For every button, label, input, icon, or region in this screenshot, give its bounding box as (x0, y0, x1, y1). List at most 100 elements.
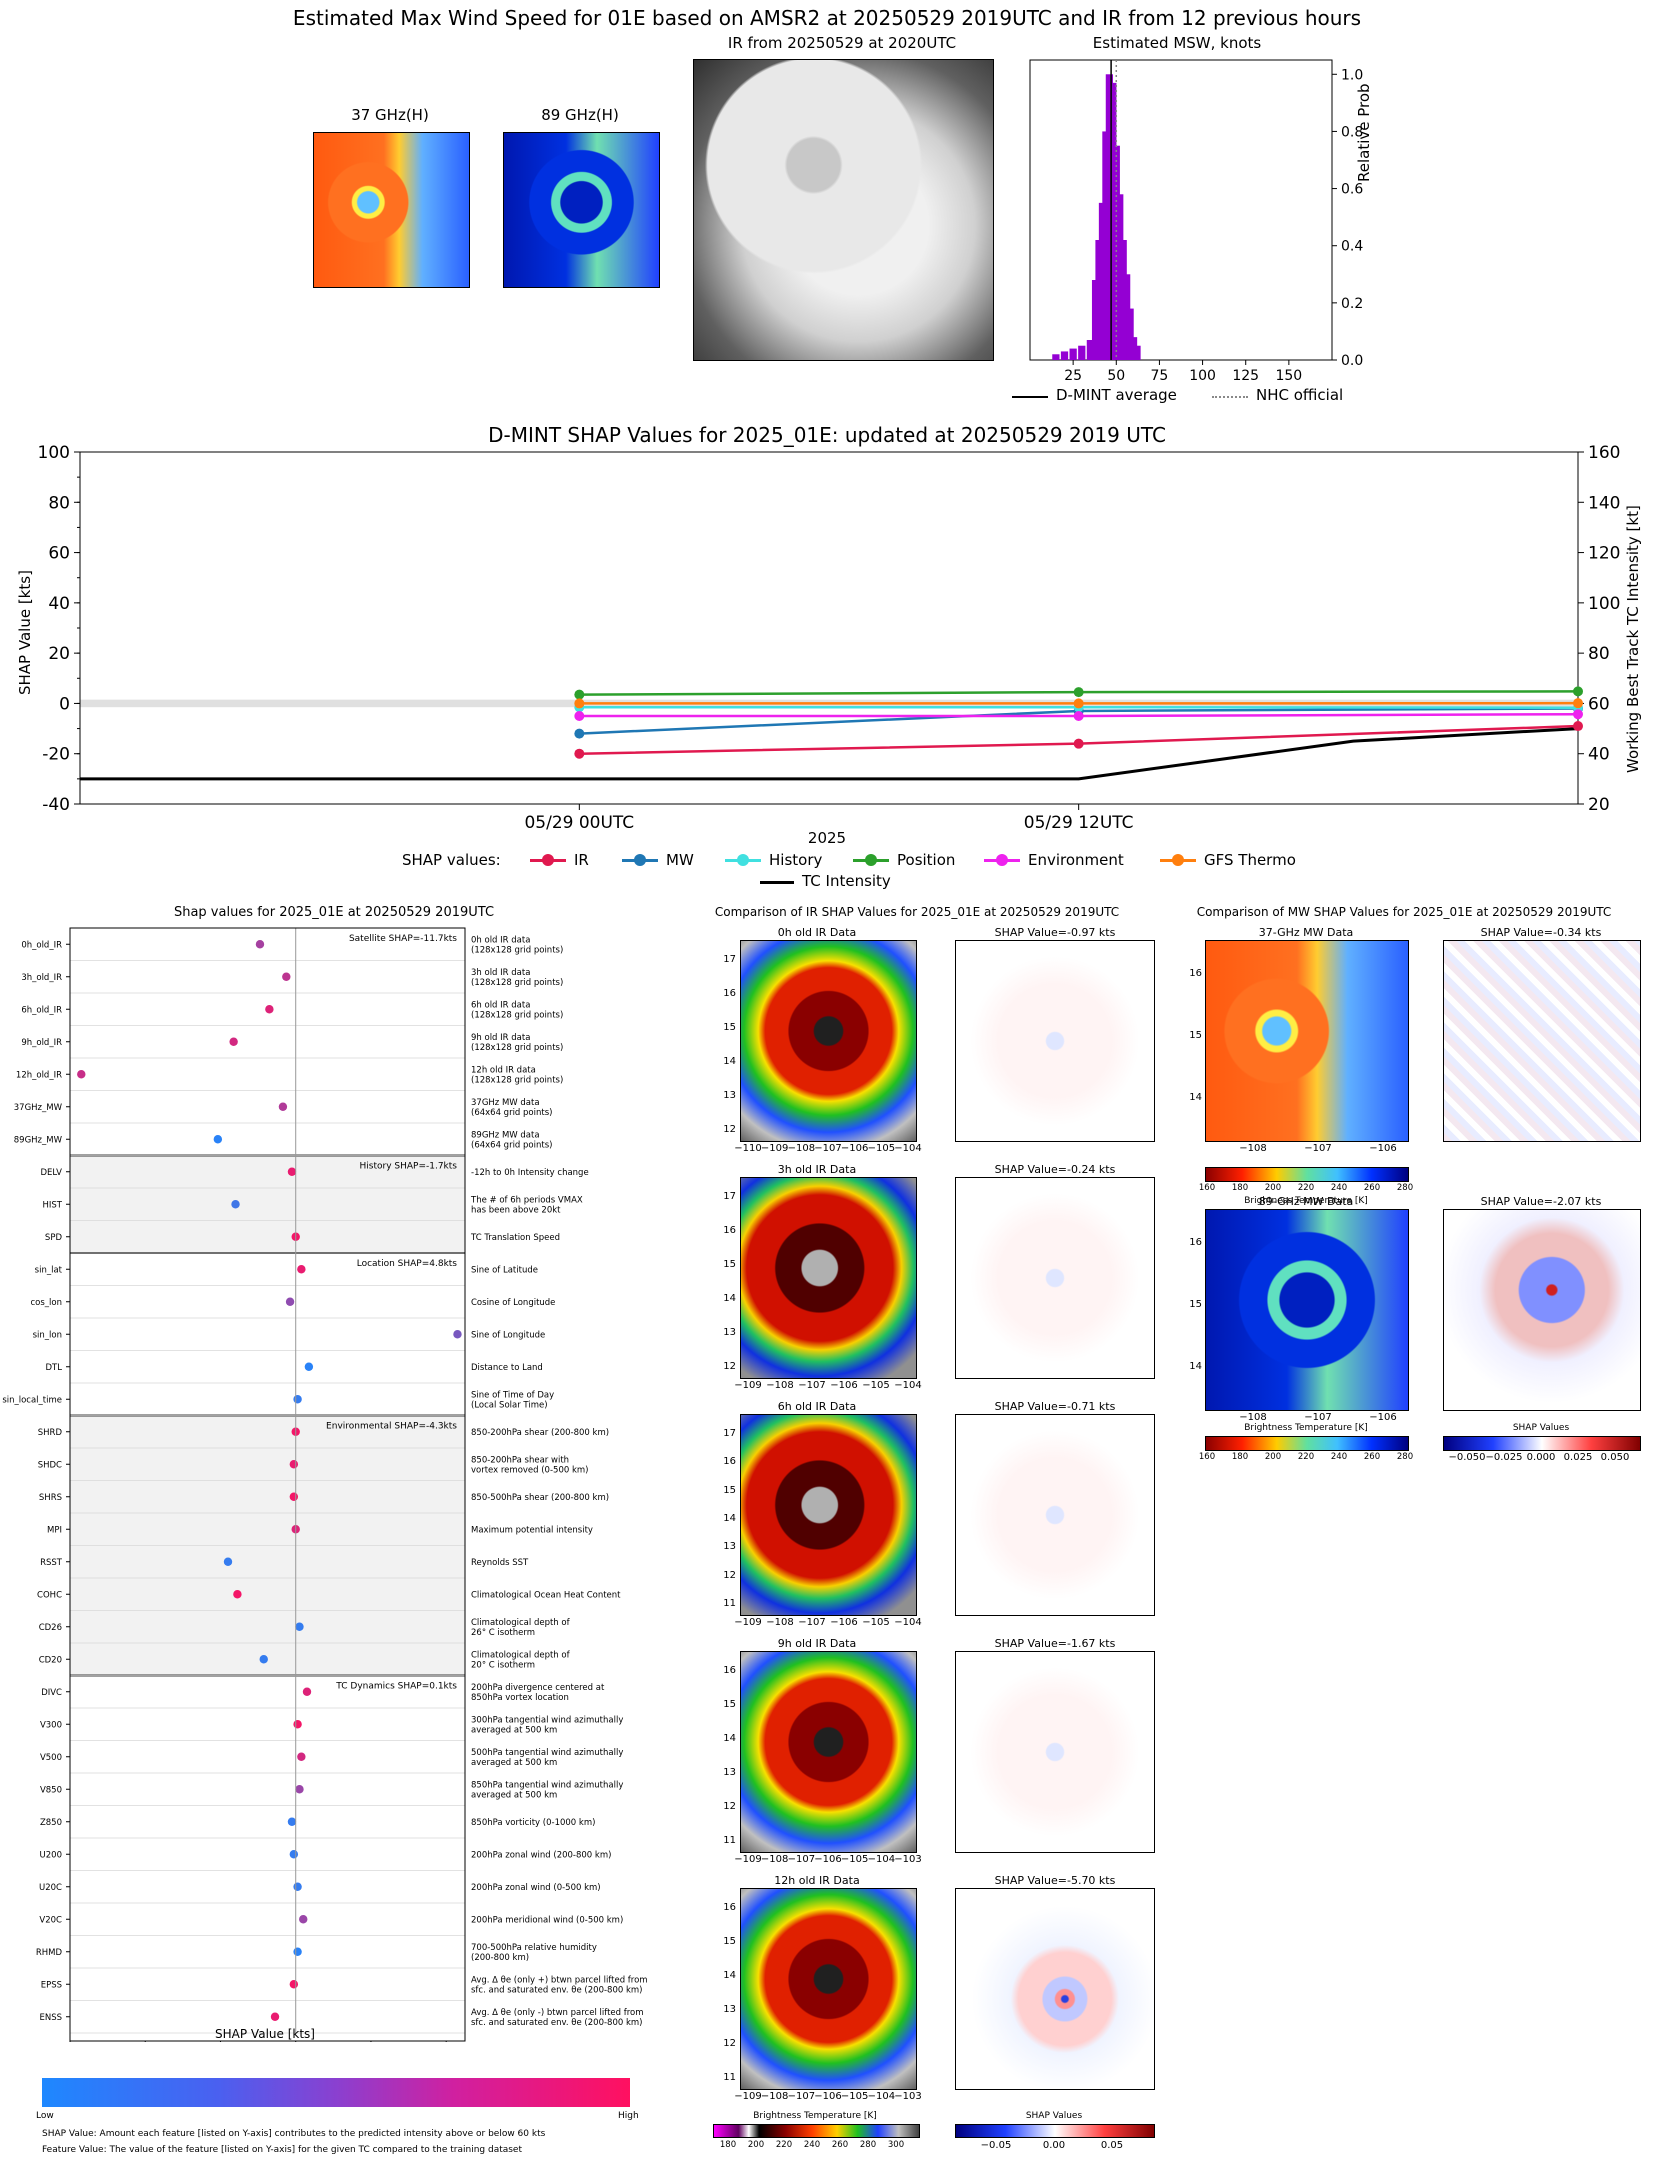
msw-bar (1126, 308, 1134, 360)
mw89-bt-tick-label: 180 (1231, 1452, 1249, 1462)
mw-row-label: 89-GHz MW Data (1258, 1195, 1354, 1208)
legend-label-gfs-thermo: GFS Thermo (1204, 851, 1296, 869)
feature-name: COHC (37, 1590, 62, 1600)
feature-desc: 850hPa vorticity (0-1000 km) (471, 1818, 595, 1828)
feature-desc: 3h old IR data (471, 968, 530, 978)
ts-x-tick-label: 05/29 00UTC (524, 813, 634, 833)
ir-y-tick-label: 12 (723, 1569, 736, 1581)
feature-desc: Climatological depth of (471, 1618, 571, 1628)
feature-desc: 700-500hPa relative humidity (471, 1943, 597, 1953)
msw-x-tick-label: 50 (1107, 368, 1125, 384)
legend-label-ir: IR (574, 851, 589, 869)
ir-x-tick-label: −104 (867, 1854, 896, 1865)
ir-x-tick-label: −106 (814, 2091, 842, 2102)
ir-x-tick-label: −105 (862, 1380, 890, 1391)
feature-point (229, 1037, 238, 1046)
ir-x-tick-label: −106 (830, 1380, 858, 1391)
feature-name: RHMD (36, 1948, 63, 1958)
feature-name: 89GHz_MW (14, 1135, 63, 1145)
feature-point (289, 1460, 299, 1469)
ts-y-tick-label: 20 (48, 644, 70, 664)
ir-x-tick-label: −105 (840, 2091, 869, 2102)
msw-title: Estimated MSW, knots (1092, 34, 1262, 52)
feature-desc: Sine of Longitude (471, 1330, 545, 1340)
ir-x-tick-label: −107 (798, 1617, 826, 1628)
feature-desc: sfc. and saturated env. θe (200-800 km) (471, 1985, 643, 1995)
feature-desc: 37GHz MW data (471, 1098, 540, 1108)
feature-desc: 850hPa tangential wind azimuthally (471, 1780, 623, 1790)
feature-desc: (128x128 grid points) (471, 1043, 563, 1053)
feature-desc: 200hPa zonal wind (200-800 km) (471, 1850, 611, 1860)
feature-desc: averaged at 500 km (471, 1790, 557, 1800)
msw-bar (1052, 354, 1060, 360)
nhc-legend-label: NHC official (1256, 386, 1344, 404)
ir-title: IR from 20250529 at 2020UTC (727, 34, 957, 52)
feature-name: CD26 (39, 1623, 62, 1633)
feature-point (297, 1752, 306, 1761)
feature-desc: 300hPa tangential wind azimuthally (471, 1715, 623, 1725)
series-point-mw (574, 728, 585, 739)
feature-name: V850 (40, 1785, 62, 1795)
ir-y-tick-label: 13 (723, 1327, 736, 1338)
feature-desc: The # of 6h periods VMAX (470, 1195, 583, 1205)
mw-row-shap-map (1443, 1209, 1641, 1411)
series-point-position (1573, 686, 1583, 697)
ir-row-image (740, 940, 917, 1142)
feature-name: MPI (47, 1525, 62, 1535)
ir-row-shap-map (955, 1888, 1155, 2090)
series-point-environment (1573, 709, 1583, 720)
series-point-ir (1573, 721, 1583, 732)
mw37-bt-tick-label: 160 (1198, 1183, 1216, 1193)
ts-y2-tick-label: 60 (1588, 694, 1610, 714)
feature-desc: Cosine of Longitude (471, 1298, 555, 1308)
feature-point (304, 1362, 314, 1371)
ir-y-tick-label: 15 (723, 1699, 736, 1710)
feature-name: V500 (40, 1753, 62, 1763)
series-point-gfs-thermo (574, 698, 585, 709)
tc-intensity-swatch (760, 881, 794, 884)
ir-x-tick-label: −106 (830, 1617, 858, 1628)
msw-legend: D-MINT average NHC official (1010, 385, 1350, 409)
shap-ts-ylabel-left: SHAP Value [kts] (16, 570, 34, 695)
group-label: Environmental SHAP=-4.3kts (326, 1422, 457, 1432)
msw-y-tick-label: 1.0 (1341, 67, 1363, 83)
feature-desc: (128x128 grid points) (471, 945, 563, 955)
ir-row-shap-map (955, 1414, 1155, 1616)
feature-desc: Avg. Δ θe (only +) btwn parcel lifted fr… (471, 1975, 648, 1985)
group-shade (70, 1155, 465, 1253)
shap-ts-ylabel-right: Working Best Track TC Intensity [kt] (1624, 505, 1642, 773)
feature-point (213, 1135, 223, 1144)
ir-shap-tick-label: 0.00 (1042, 2140, 1066, 2151)
feature-desc: 6h old IR data (471, 1000, 530, 1010)
ir-x-tick-label: −104 (894, 1143, 922, 1154)
mw-row-image (1205, 1209, 1409, 1411)
mw37-title: 37 GHz(H) (351, 106, 429, 124)
ir-y-tick-label: 14 (723, 1733, 736, 1744)
ir-y-tick-label: 16 (723, 1225, 736, 1236)
mw-shap-label: SHAP Values (1512, 1423, 1570, 1433)
mw-x-tick-label: −106 (1369, 1412, 1397, 1423)
ir-bt-tick-label: 200 (747, 2140, 765, 2150)
feature-point (223, 1557, 233, 1566)
series-point-environment (1073, 711, 1084, 721)
feature-name: 37GHz_MW (14, 1103, 63, 1113)
mw37-bt-tick-label: 240 (1330, 1183, 1348, 1193)
dmint-legend-label: D-MINT average (1056, 386, 1177, 404)
ir-bt-tick-label: 180 (719, 2140, 737, 2150)
ir-x-tick-label: −107 (787, 1854, 816, 1865)
ir-y-tick-label: 15 (723, 1484, 736, 1496)
feature-name: SPD (45, 1233, 63, 1243)
feature-point (453, 1330, 462, 1339)
mw-panel-title: Comparison of MW SHAP Values for 2025_01… (1196, 905, 1612, 919)
mw-x-tick-label: −107 (1304, 1412, 1332, 1423)
feature-name: CD20 (39, 1655, 62, 1665)
mw-shap-tick-label: −0.025 (1485, 1452, 1523, 1463)
feature-desc: averaged at 500 km (471, 1758, 557, 1768)
ir-x-tick-label: −108 (766, 1380, 794, 1391)
ir-row-shap-title: SHAP Value=-0.71 kts (994, 1400, 1116, 1413)
ir-y-tick-label: 12 (723, 2038, 736, 2049)
series-point-gfs-thermo (1573, 698, 1583, 709)
ir-x-tick-label: −105 (862, 1617, 890, 1628)
feature-desc: Climatological Ocean Heat Content (471, 1590, 621, 1600)
feature-point (285, 1297, 295, 1306)
